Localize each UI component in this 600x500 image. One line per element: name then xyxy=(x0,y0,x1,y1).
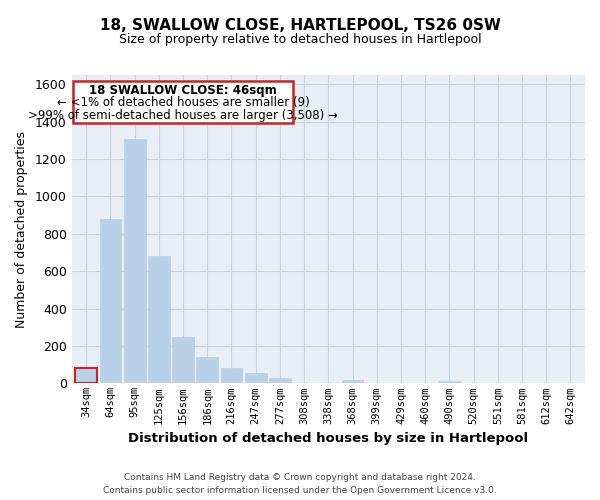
Text: 18 SWALLOW CLOSE: 46sqm: 18 SWALLOW CLOSE: 46sqm xyxy=(89,84,277,98)
Bar xyxy=(341,380,364,384)
Text: Size of property relative to detached houses in Hartlepool: Size of property relative to detached ho… xyxy=(119,34,481,46)
X-axis label: Distribution of detached houses by size in Hartlepool: Distribution of detached houses by size … xyxy=(128,432,529,445)
Bar xyxy=(172,336,194,384)
Bar xyxy=(124,138,146,384)
Text: Contains HM Land Registry data © Crown copyright and database right 2024.
Contai: Contains HM Land Registry data © Crown c… xyxy=(103,474,497,495)
Bar xyxy=(76,368,97,384)
FancyBboxPatch shape xyxy=(73,80,293,122)
Y-axis label: Number of detached properties: Number of detached properties xyxy=(15,130,28,328)
Bar xyxy=(100,219,121,384)
Bar xyxy=(196,357,218,384)
Text: ← <1% of detached houses are smaller (9): ← <1% of detached houses are smaller (9) xyxy=(56,96,310,110)
Text: >99% of semi-detached houses are larger (3,508) →: >99% of semi-detached houses are larger … xyxy=(28,108,338,122)
Bar xyxy=(221,368,242,384)
Bar xyxy=(148,256,170,384)
Bar xyxy=(269,378,291,384)
Bar xyxy=(439,380,460,384)
Text: 18, SWALLOW CLOSE, HARTLEPOOL, TS26 0SW: 18, SWALLOW CLOSE, HARTLEPOOL, TS26 0SW xyxy=(100,18,500,32)
Bar xyxy=(245,373,266,384)
